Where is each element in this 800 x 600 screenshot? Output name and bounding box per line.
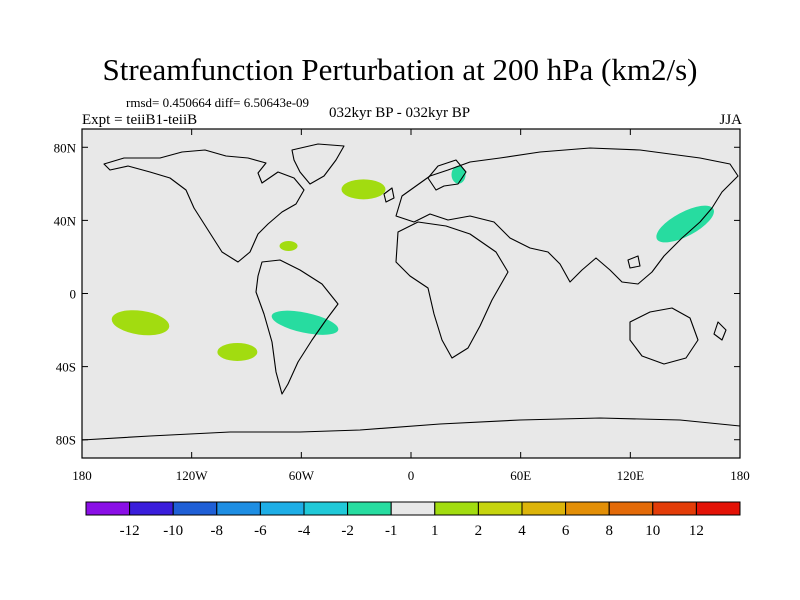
colorbar-label: -6 xyxy=(254,523,267,539)
colorbar-label: -12 xyxy=(120,523,140,539)
lat-tick-label: 80S xyxy=(56,433,76,448)
lon-tick-label: 60W xyxy=(289,468,315,483)
colorbar-label: 2 xyxy=(475,523,483,539)
colorbar-swatch xyxy=(565,501,610,516)
anomaly-region xyxy=(341,179,386,200)
season-label: JJA xyxy=(719,112,742,128)
colorbar-labels: -12 -10 -8 -6 -4 -2 -1 1 2 4 6 8 10 12 xyxy=(120,523,704,539)
anomaly-region xyxy=(217,342,258,361)
period-label: 032kyr BP - 032kyr BP xyxy=(329,105,471,121)
anomaly-region xyxy=(451,165,466,184)
lon-axis: 180 120W 60W 0 60E 120E 180 xyxy=(72,129,750,483)
anomaly-region xyxy=(111,310,170,336)
anomaly-region xyxy=(271,310,339,335)
lon-tick-label: 180 xyxy=(72,468,92,483)
lat-tick-label: 40S xyxy=(56,360,76,375)
colorbar-swatch xyxy=(172,501,218,516)
anomaly-region xyxy=(656,205,714,243)
lon-tick-label: 120E xyxy=(617,468,645,483)
colorbar-swatch xyxy=(129,501,174,516)
colorbar-label: 1 xyxy=(431,523,439,539)
anomaly-region xyxy=(279,240,298,251)
colorbar-label: -4 xyxy=(298,523,311,539)
lat-tick-label: 80N xyxy=(54,140,77,155)
lon-tick-label: 60E xyxy=(510,468,531,483)
stats-text: rmsd= 0.450664 diff= 6.50643e-09 xyxy=(126,95,310,110)
colorbar-swatch xyxy=(477,501,523,516)
colorbar-swatch xyxy=(390,501,436,516)
colorbar-swatch xyxy=(85,501,131,516)
colorbar xyxy=(85,501,741,516)
colorbar-swatch xyxy=(608,501,654,516)
lon-tick-label: 120W xyxy=(176,468,209,483)
colorbar-swatch xyxy=(521,501,567,516)
colorbar-swatch xyxy=(695,501,741,516)
colorbar-label: 6 xyxy=(562,523,570,539)
lat-tick-label: 0 xyxy=(70,287,77,302)
experiment-label: Expt = teiiB1-teiiB xyxy=(82,112,198,128)
lon-tick-label: 0 xyxy=(408,468,415,483)
colorbar-label: -2 xyxy=(341,523,354,539)
coastlines xyxy=(82,143,740,441)
colorbar-label: 12 xyxy=(689,523,704,539)
lat-tick-label: 40N xyxy=(54,213,77,228)
lon-tick-label: 180 xyxy=(730,468,750,483)
chart-title: Streamfunction Perturbation at 200 hPa (… xyxy=(102,52,698,87)
colorbar-label: 8 xyxy=(605,523,613,539)
colorbar-swatch xyxy=(216,501,261,516)
colorbar-swatch xyxy=(652,501,697,516)
colorbar-swatch xyxy=(303,501,349,516)
colorbar-swatch xyxy=(434,501,479,516)
colorbar-label: -8 xyxy=(211,523,224,539)
colorbar-swatch xyxy=(347,501,392,516)
lat-axis: 80N 40N 0 40S 80S xyxy=(54,140,740,448)
colorbar-label: 10 xyxy=(645,523,660,539)
anomaly-regions xyxy=(111,165,714,361)
colorbar-label: 4 xyxy=(518,523,526,539)
colorbar-swatch xyxy=(259,501,305,516)
colorbar-label: -10 xyxy=(163,523,183,539)
map-background xyxy=(82,129,740,458)
colorbar-label: -1 xyxy=(385,523,398,539)
